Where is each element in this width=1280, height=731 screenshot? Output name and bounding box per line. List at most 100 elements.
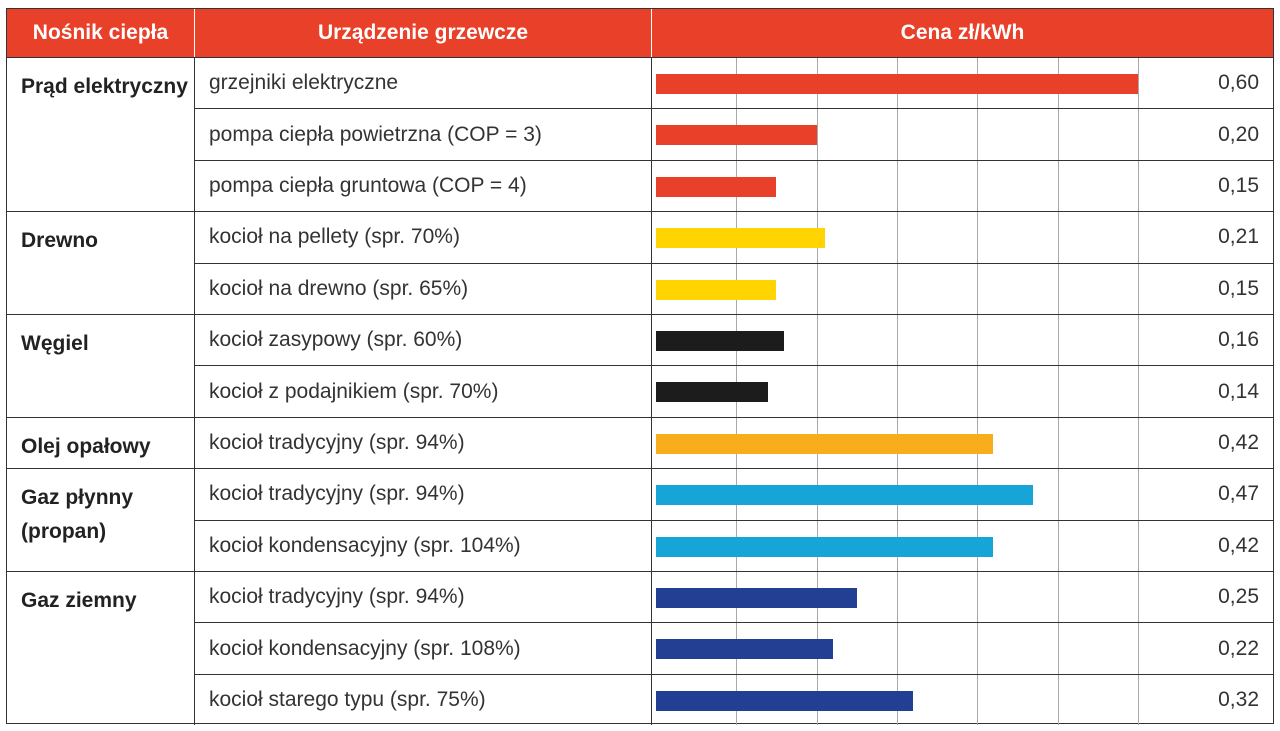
bar-cell: 0,20 [651,108,1273,160]
device-label: pompa ciepła gruntowa (COP = 4) [194,159,651,212]
bar [656,279,777,300]
bar [656,485,1034,506]
gridline [1137,674,1139,726]
gridline [896,572,898,623]
gridline [1057,263,1059,314]
gridline [1057,315,1059,366]
gridline [896,109,898,160]
bar-cell: 0,16 [651,314,1273,366]
value-label: 0,20 [1218,122,1259,146]
gridline [1057,520,1059,571]
gridline [816,109,818,160]
bar [656,536,994,557]
gridline [1057,212,1059,263]
value-label: 0,21 [1218,225,1259,249]
gridline [977,109,979,160]
bar [656,588,857,608]
bar-cell: 0,25 [651,571,1273,623]
gridline [1057,366,1059,417]
header-device: Urządzenie grzewcze [194,9,651,57]
carrier-label: Węgiel [7,314,194,417]
device-label: kocioł kondensacyjny (spr. 104%) [194,519,651,571]
header-carrier: Nośnik ciepła [7,9,194,57]
gridline [1137,263,1139,314]
gridline [816,160,818,212]
gridline [896,366,898,417]
device-label: kocioł tradycyjny (spr. 94%) [194,468,651,520]
value-label: 0,42 [1218,533,1259,557]
device-label: kocioł tradycyjny (spr. 94%) [194,571,651,623]
gridline [1057,160,1059,212]
device-label: grzejniki elektryczne [194,57,651,109]
bar [656,176,777,197]
value-label: 0,47 [1218,482,1259,506]
gridline [977,212,979,263]
bar [656,228,825,249]
gridline [896,623,898,674]
device-label: kocioł na drewno (spr. 65%) [194,262,651,314]
gridline [977,674,979,726]
bar-cell: 0,32 [651,673,1273,726]
gridline [977,315,979,366]
gridline [1137,160,1139,212]
gridline [896,160,898,212]
value-label: 0,15 [1218,173,1259,197]
gridline [1057,572,1059,623]
gridline [816,263,818,314]
value-label: 0,42 [1218,430,1259,454]
value-label: 0,16 [1218,328,1259,352]
device-label: kocioł kondensacyjny (spr. 108%) [194,622,651,674]
gridline [1137,417,1139,469]
device-label: kocioł zasypowy (spr. 60%) [194,314,651,366]
gridline [1137,469,1139,520]
value-label: 0,15 [1218,276,1259,300]
device-label: kocioł z podajnikiem (spr. 70%) [194,365,651,417]
gridline [896,315,898,366]
bar [656,125,817,146]
gridline [816,366,818,417]
carrier-label: Prąd elektryczny [7,57,194,211]
bar-cell: 0,15 [651,262,1273,314]
value-label: 0,22 [1218,636,1259,660]
carrier-label: Drewno [7,211,194,314]
value-label: 0,25 [1218,585,1259,609]
gridline [1137,366,1139,417]
gridline [977,160,979,212]
bar-cell: 0,14 [651,365,1273,417]
device-label: pompa ciepła powietrzna (COP = 3) [194,108,651,160]
bar-cell: 0,42 [651,519,1273,571]
gridline [977,263,979,314]
carrier-label: Gaz płynny (propan) [7,468,194,571]
gridline [1137,109,1139,160]
gridline [1137,212,1139,263]
gridline [1057,469,1059,520]
bar [656,690,913,711]
gridline [1057,674,1059,726]
device-label: kocioł na pellety (spr. 70%) [194,211,651,263]
carrier-label: Gaz ziemny [7,571,194,725]
bar [656,74,1138,94]
gridline [1057,417,1059,469]
gridline [1137,315,1139,366]
bar [656,433,994,454]
bar-cell: 0,60 [651,57,1273,109]
bar-cell: 0,15 [651,159,1273,212]
device-label: kocioł starego typu (spr. 75%) [194,673,651,726]
bar-cell: 0,22 [651,622,1273,674]
bar-cell: 0,47 [651,468,1273,520]
gridline [896,263,898,314]
gridline [896,212,898,263]
bar-cell: 0,21 [651,211,1273,263]
bar [656,639,833,660]
value-label: 0,14 [1218,379,1259,403]
carrier-label: Olej opałowy [7,416,194,468]
value-label: 0,32 [1218,687,1259,711]
header-price: Cena zł/kWh [651,9,1273,57]
gridline [1057,623,1059,674]
gridline [1137,623,1139,674]
gridline [977,366,979,417]
device-label: kocioł tradycyjny (spr. 94%) [194,416,651,469]
gridline [816,315,818,366]
bar [656,331,785,351]
gridline [1137,58,1139,109]
